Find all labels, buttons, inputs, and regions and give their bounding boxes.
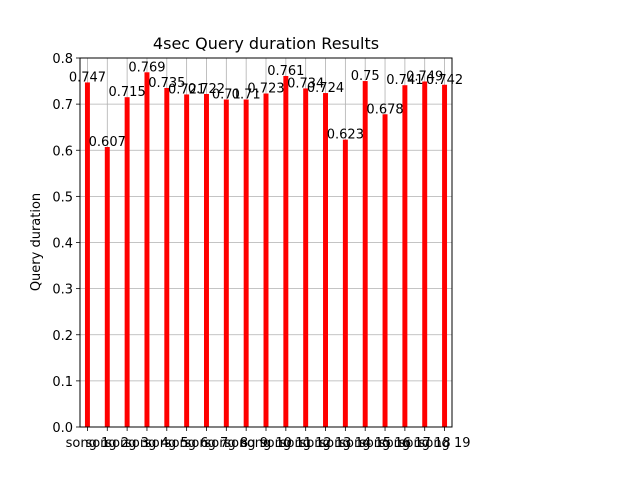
x-tick-label: song 8 <box>205 436 249 451</box>
data-label: 0.723 <box>247 82 284 97</box>
bar <box>422 81 428 428</box>
x-tick-label: song 6 <box>165 436 209 451</box>
y-tick-label: 0.2 <box>52 329 73 344</box>
x-tick-label: song 2 <box>85 436 129 451</box>
data-labels: 0.7470.6070.7150.7690.7350.7210.7220.710… <box>69 60 463 150</box>
bars <box>84 72 448 428</box>
data-label: 0.623 <box>327 128 364 143</box>
bar <box>84 82 90 427</box>
data-label: 0.722 <box>188 82 225 97</box>
x-tick-label: song 19 <box>419 436 471 451</box>
y-tick-label: 0.6 <box>52 144 73 159</box>
plot-frame <box>79 57 453 428</box>
chart-title: 4sec Query duration Results <box>153 34 379 53</box>
data-label: 0.71 <box>212 88 241 103</box>
x-tick-label: song 1 <box>66 436 110 451</box>
y-tick-label: 0.5 <box>52 190 73 205</box>
data-label: 0.678 <box>366 102 403 117</box>
x-tick-label: song 9 <box>224 436 268 451</box>
x-tick-label: song 14 <box>319 436 371 451</box>
x-tick-label: song 18 <box>399 436 451 451</box>
data-label: 0.734 <box>287 76 324 91</box>
x-tick-label: song 17 <box>379 436 431 451</box>
data-label: 0.715 <box>109 85 146 100</box>
data-label: 0.741 <box>386 73 423 88</box>
x-tick-label: song 16 <box>359 436 411 451</box>
data-label: 0.747 <box>69 70 106 85</box>
x-tick-label: song 12 <box>280 436 332 451</box>
bar <box>223 99 229 427</box>
bar <box>382 114 388 428</box>
data-label: 0.607 <box>89 135 126 150</box>
bar <box>362 81 368 427</box>
data-label: 0.75 <box>351 69 380 84</box>
data-label: 0.742 <box>426 73 463 88</box>
x-tick-label: song 3 <box>105 436 149 451</box>
data-label: 0.71 <box>232 88 261 103</box>
bar <box>164 87 170 427</box>
bar <box>442 84 448 427</box>
data-label: 0.769 <box>128 60 165 75</box>
bar <box>104 147 110 428</box>
bar <box>124 97 130 428</box>
bar <box>243 99 249 427</box>
data-label: 0.721 <box>168 82 205 97</box>
bar <box>303 88 309 427</box>
data-label: 0.761 <box>267 64 304 79</box>
y-tick-label: 0.3 <box>52 283 73 298</box>
x-tick-label: song 13 <box>300 436 352 451</box>
bar <box>204 93 209 427</box>
x-tick-label: song 15 <box>339 436 391 451</box>
bar <box>402 85 408 428</box>
bar <box>144 72 150 427</box>
y-axis-label: Query duration <box>29 193 44 291</box>
x-tick-label: song 7 <box>185 436 229 451</box>
y-tick-label: 0.1 <box>52 375 73 390</box>
bar <box>283 75 289 428</box>
data-label: 0.749 <box>406 70 443 85</box>
x-tick-label: song 11 <box>260 436 312 451</box>
bar <box>323 93 328 428</box>
y-tick-labels: 0.0 0.1 0.2 0.3 0.4 0.5 0.6 0.7 0.8 <box>52 52 80 436</box>
data-label: 0.724 <box>307 81 344 96</box>
data-label: 0.735 <box>148 76 185 91</box>
x-tick-label: song 4 <box>125 436 169 451</box>
x-tick-label: song 10 <box>240 436 292 451</box>
bar <box>342 139 348 428</box>
y-tick-label: 0.0 <box>52 421 73 436</box>
y-tick-label: 0.7 <box>52 98 73 113</box>
y-tick-label: 0.8 <box>52 52 73 67</box>
bar <box>263 93 269 428</box>
y-tick-label: 0.4 <box>52 237 73 252</box>
bar <box>184 94 190 427</box>
x-tick-label: song 5 <box>145 436 189 451</box>
